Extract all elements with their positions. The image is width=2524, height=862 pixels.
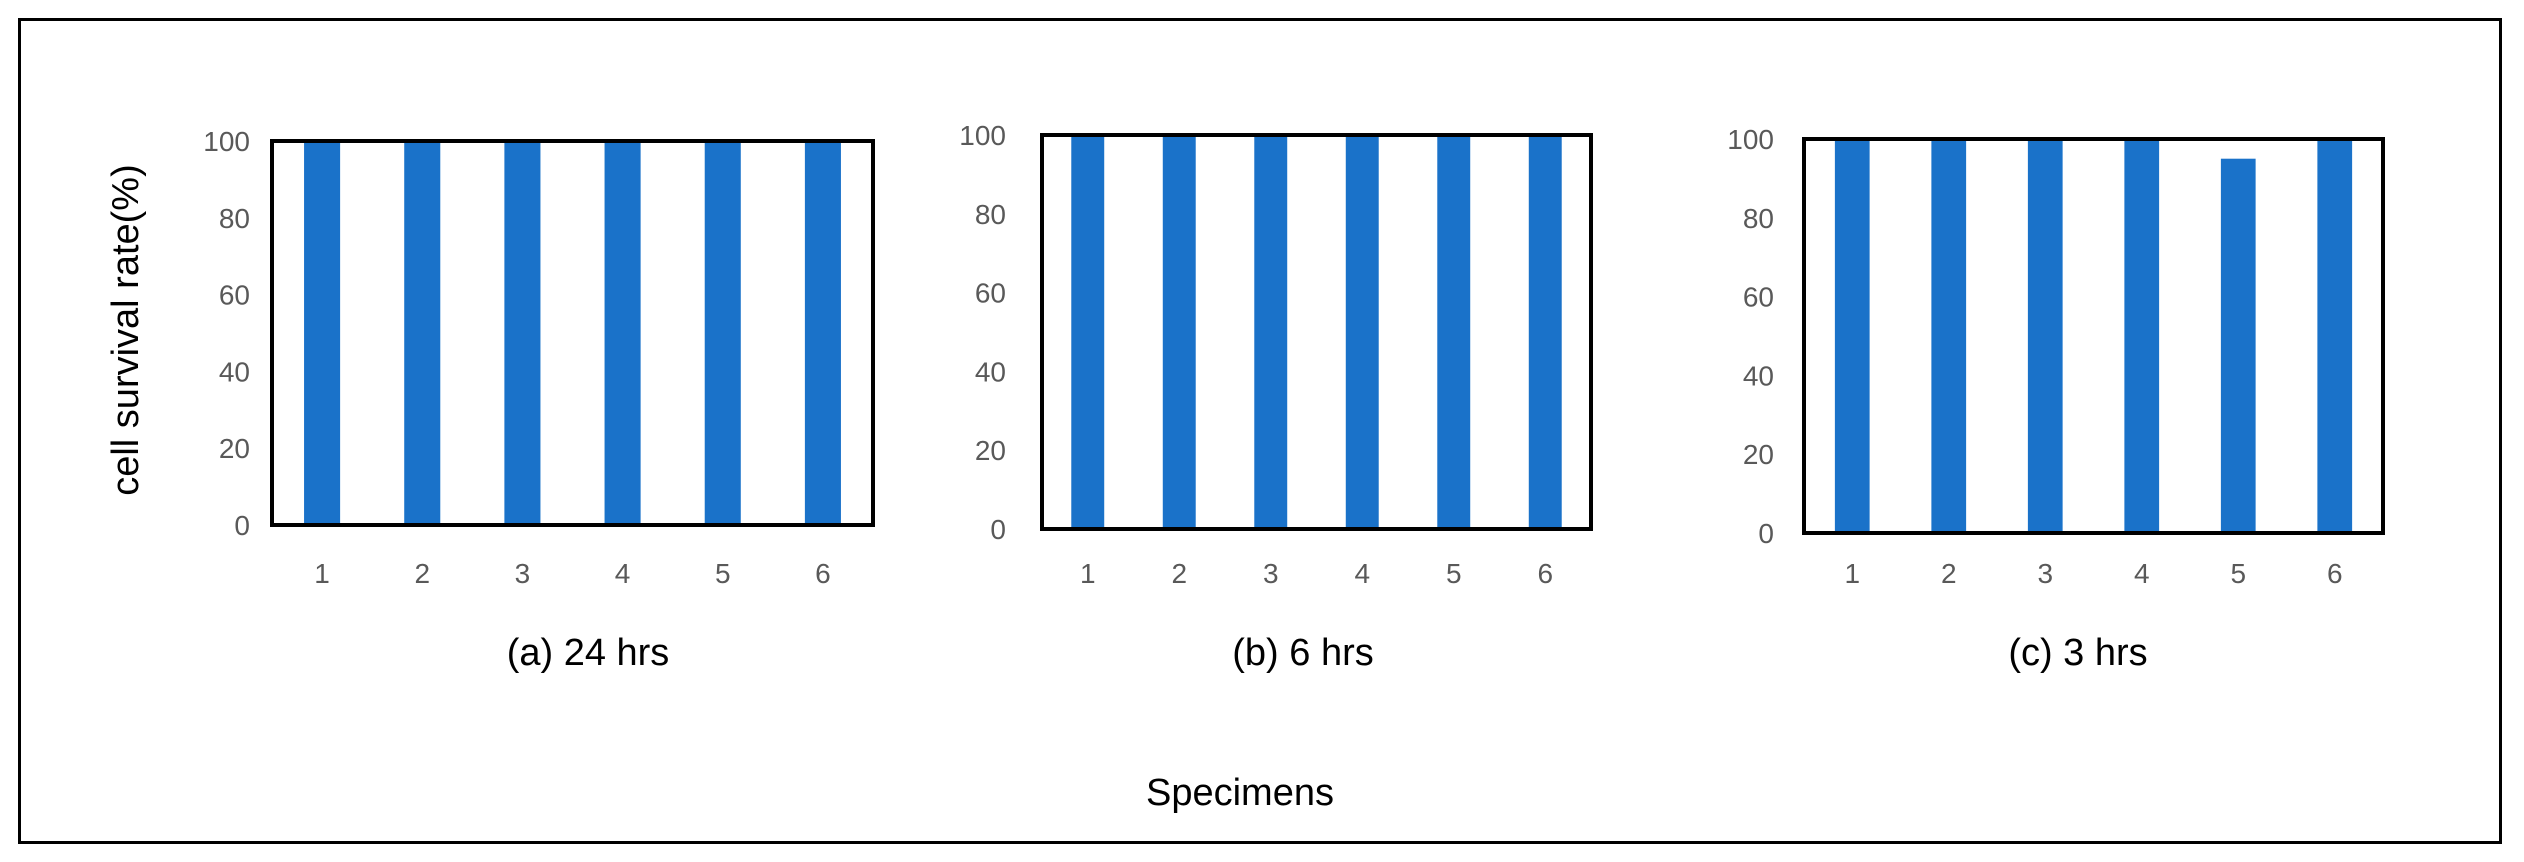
y-tick-label: 80: [1743, 203, 1774, 234]
x-tick-label: 2: [1941, 558, 1957, 589]
y-tick-label: 80: [975, 199, 1006, 230]
y-tick-label: 0: [990, 514, 1006, 545]
x-tick-label: 1: [1844, 558, 1860, 589]
bar-5: [2220, 158, 2256, 533]
x-axis-title: Specimens: [1146, 772, 1334, 814]
panel-caption: (c) 3 hrs: [2008, 632, 2147, 674]
plot-area-border: [1802, 137, 2385, 535]
x-tick-label: 1: [314, 558, 330, 589]
bar-5: [704, 141, 741, 525]
bar-2: [1162, 135, 1196, 529]
bar-4: [604, 141, 641, 525]
y-tick-label: 40: [975, 356, 1006, 387]
x-tick-label: 6: [2327, 558, 2343, 589]
bar-3: [1254, 135, 1288, 529]
x-tick-label: 5: [715, 558, 731, 589]
bar-3: [504, 141, 541, 525]
x-tick-label: 2: [414, 558, 430, 589]
y-tick-label: 20: [1743, 439, 1774, 470]
x-tick-label: 4: [615, 558, 631, 589]
plot-area-border: [270, 139, 875, 527]
bar-4: [2124, 139, 2160, 533]
bar-2: [1931, 139, 1967, 533]
bar-1: [304, 141, 341, 525]
bar-5: [1437, 135, 1471, 529]
x-tick-label: 6: [815, 558, 831, 589]
y-tick-label: 100: [203, 126, 250, 157]
bar-6: [1528, 135, 1562, 529]
y-tick-label: 20: [975, 435, 1006, 466]
x-tick-label: 4: [1354, 558, 1370, 589]
x-tick-label: 5: [1446, 558, 1462, 589]
x-tick-label: 4: [2134, 558, 2150, 589]
bar-4: [1345, 135, 1379, 529]
y-tick-label: 100: [959, 120, 1006, 151]
x-tick-label: 6: [1537, 558, 1553, 589]
x-tick-label: 3: [1263, 558, 1279, 589]
y-tick-label: 40: [1743, 360, 1774, 391]
y-tick-label: 0: [234, 510, 250, 541]
y-tick-label: 0: [1758, 518, 1774, 549]
plot-area-border: [1040, 133, 1593, 531]
panel-caption: (a) 24 hrs: [507, 632, 670, 674]
x-tick-label: 3: [515, 558, 531, 589]
bar-3: [2027, 139, 2063, 533]
x-tick-label: 2: [1171, 558, 1187, 589]
panel-caption: (b) 6 hrs: [1232, 632, 1373, 674]
bar-6: [2317, 139, 2353, 533]
y-tick-label: 40: [219, 356, 250, 387]
y-tick-label: 60: [219, 280, 250, 311]
y-axis-title: cell survival rate(%): [105, 164, 147, 496]
bar-2: [404, 141, 441, 525]
bar-6: [804, 141, 841, 525]
x-tick-label: 3: [2037, 558, 2053, 589]
y-tick-label: 60: [975, 278, 1006, 309]
figure-frame: [18, 18, 2502, 844]
y-tick-label: 80: [219, 203, 250, 234]
x-tick-label: 5: [2230, 558, 2246, 589]
y-tick-label: 20: [219, 433, 250, 464]
bar-1: [1071, 135, 1105, 529]
y-tick-label: 100: [1727, 124, 1774, 155]
y-tick-label: 60: [1743, 282, 1774, 313]
x-tick-label: 1: [1080, 558, 1096, 589]
bar-1: [1834, 139, 1870, 533]
